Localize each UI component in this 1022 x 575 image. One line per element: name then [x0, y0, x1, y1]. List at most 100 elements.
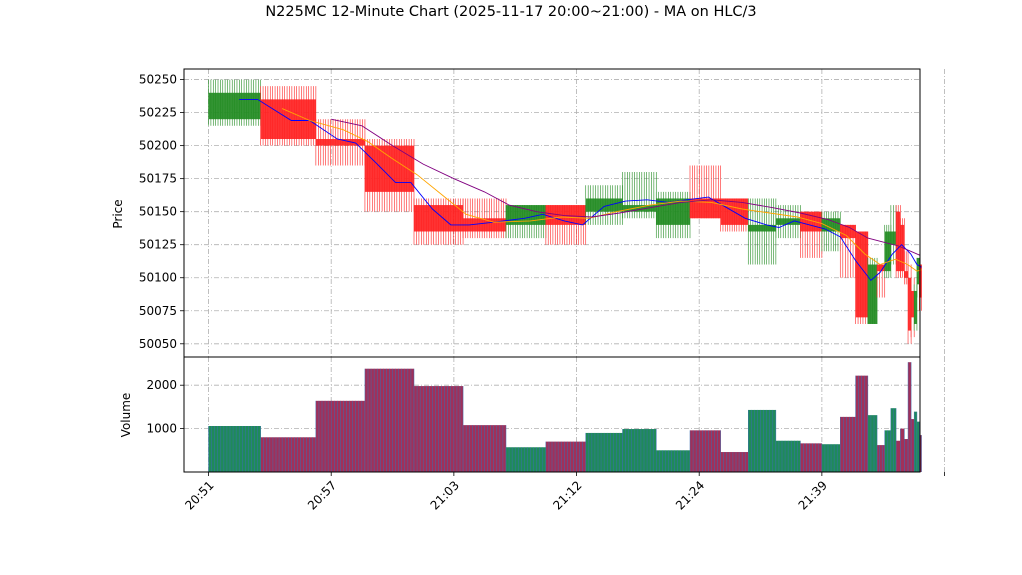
volume-tick-label: 2000 — [146, 378, 177, 392]
candle-body — [877, 264, 885, 272]
price-axis-ticks: 50050 50075 50100 50125 50150 50175 50200 50225… — [139, 73, 184, 351]
volume-bar-fill — [506, 447, 546, 472]
candle-body — [908, 277, 912, 331]
volume-bar — [890, 408, 897, 472]
volume-bar-fill — [622, 429, 657, 472]
candle-body — [914, 290, 917, 324]
volume-bar-fill — [911, 419, 915, 472]
candle — [315, 119, 366, 166]
candle-body — [911, 290, 915, 318]
candle-body — [315, 139, 365, 146]
ma-line-2 — [281, 108, 922, 272]
candle-body — [904, 271, 909, 278]
ma-line-1 — [239, 98, 922, 282]
candle-body — [884, 231, 891, 272]
candle — [208, 79, 261, 126]
candle-body — [775, 218, 801, 225]
volume-axis-label: Volume — [119, 393, 133, 438]
price-tick-label: 50175 — [139, 172, 177, 186]
volume-bar-fill — [748, 409, 776, 472]
candle — [839, 224, 856, 278]
candle-body — [585, 198, 623, 212]
volume-bar-fill — [877, 445, 885, 472]
price-tick-label: 50050 — [139, 337, 177, 351]
volume-bar — [913, 411, 918, 472]
candle-body — [545, 205, 586, 225]
volume-panel-frame — [183, 356, 921, 473]
price-tick-label: 50250 — [139, 73, 177, 87]
volume-bar — [720, 452, 749, 472]
volume-bar — [895, 440, 901, 472]
volume-bar-fill — [800, 443, 822, 472]
price-tick-label: 50225 — [139, 106, 177, 120]
volume-bar — [364, 368, 415, 472]
volume-bars — [208, 362, 922, 472]
volume-bar-fill — [208, 426, 261, 472]
volume-bar-fill — [720, 452, 749, 472]
volume-bar — [907, 362, 912, 472]
candle-body — [208, 92, 261, 120]
chart-title: N225MC 12-Minute Chart (2025-11-17 20:00… — [265, 4, 756, 20]
candle-body — [414, 205, 464, 232]
volume-bar — [585, 432, 623, 472]
volume-tick-label: 1000 — [146, 422, 177, 436]
volume-bar — [505, 447, 547, 472]
volume-bar — [876, 445, 885, 472]
volume-bar-fill — [900, 428, 905, 472]
price-axis-label: Price — [111, 199, 125, 228]
candle — [689, 165, 721, 219]
ma-line-3 — [331, 118, 921, 256]
volume-bar — [748, 409, 777, 472]
candle-body — [855, 231, 868, 318]
volume-bar-fill — [914, 411, 917, 472]
volume-bar — [260, 437, 317, 472]
candle-body — [821, 218, 841, 232]
price-tick-label: 50125 — [139, 238, 177, 252]
volume-bar — [315, 400, 366, 472]
volume-panel: 1000 2000 Volume — [119, 356, 945, 473]
candle — [855, 231, 869, 324]
volume-bar — [900, 428, 905, 472]
candle — [867, 257, 878, 324]
volume-axis-ticks: 1000 2000 — [146, 378, 184, 436]
volume-bar — [855, 375, 869, 472]
volume-bar — [867, 415, 878, 472]
moving-average-lines — [239, 98, 922, 282]
volume-bar — [904, 439, 909, 472]
volume-bar — [840, 416, 856, 472]
candle-body — [364, 145, 414, 192]
volume-bar-fill — [896, 440, 901, 472]
volume-bar-fill — [545, 441, 586, 472]
candle — [655, 191, 691, 239]
volume-bar-fill — [916, 421, 920, 472]
volume-bar — [800, 443, 823, 472]
volume-bar — [916, 421, 920, 472]
price-tick-label: 50075 — [139, 304, 177, 318]
volume-bar — [413, 386, 464, 472]
price-panel: 50050 50075 50100 50125 50150 50175 50200 50225… — [111, 68, 945, 358]
volume-bar — [689, 430, 721, 472]
volume-bar — [208, 426, 261, 472]
volume-bar — [821, 444, 841, 472]
volume-bar-fill — [904, 439, 909, 472]
volume-bar — [462, 425, 507, 472]
volume-bar-fill — [867, 415, 878, 472]
volume-bar — [884, 430, 892, 472]
volume-bar — [910, 419, 915, 472]
volume-bar — [622, 429, 657, 472]
candle-body — [867, 264, 878, 324]
candle-body — [656, 198, 690, 225]
candle — [884, 224, 892, 278]
candle — [364, 139, 415, 212]
candle-body — [748, 224, 776, 232]
candle — [622, 172, 657, 219]
price-tick-label: 50200 — [139, 139, 177, 153]
candle — [545, 205, 587, 245]
candle-body — [800, 211, 822, 232]
candle — [913, 284, 918, 331]
candle-body — [896, 211, 901, 272]
volume-bar-fill — [908, 362, 912, 472]
volume-bar — [545, 441, 586, 472]
price-tick-label: 50150 — [139, 205, 177, 219]
